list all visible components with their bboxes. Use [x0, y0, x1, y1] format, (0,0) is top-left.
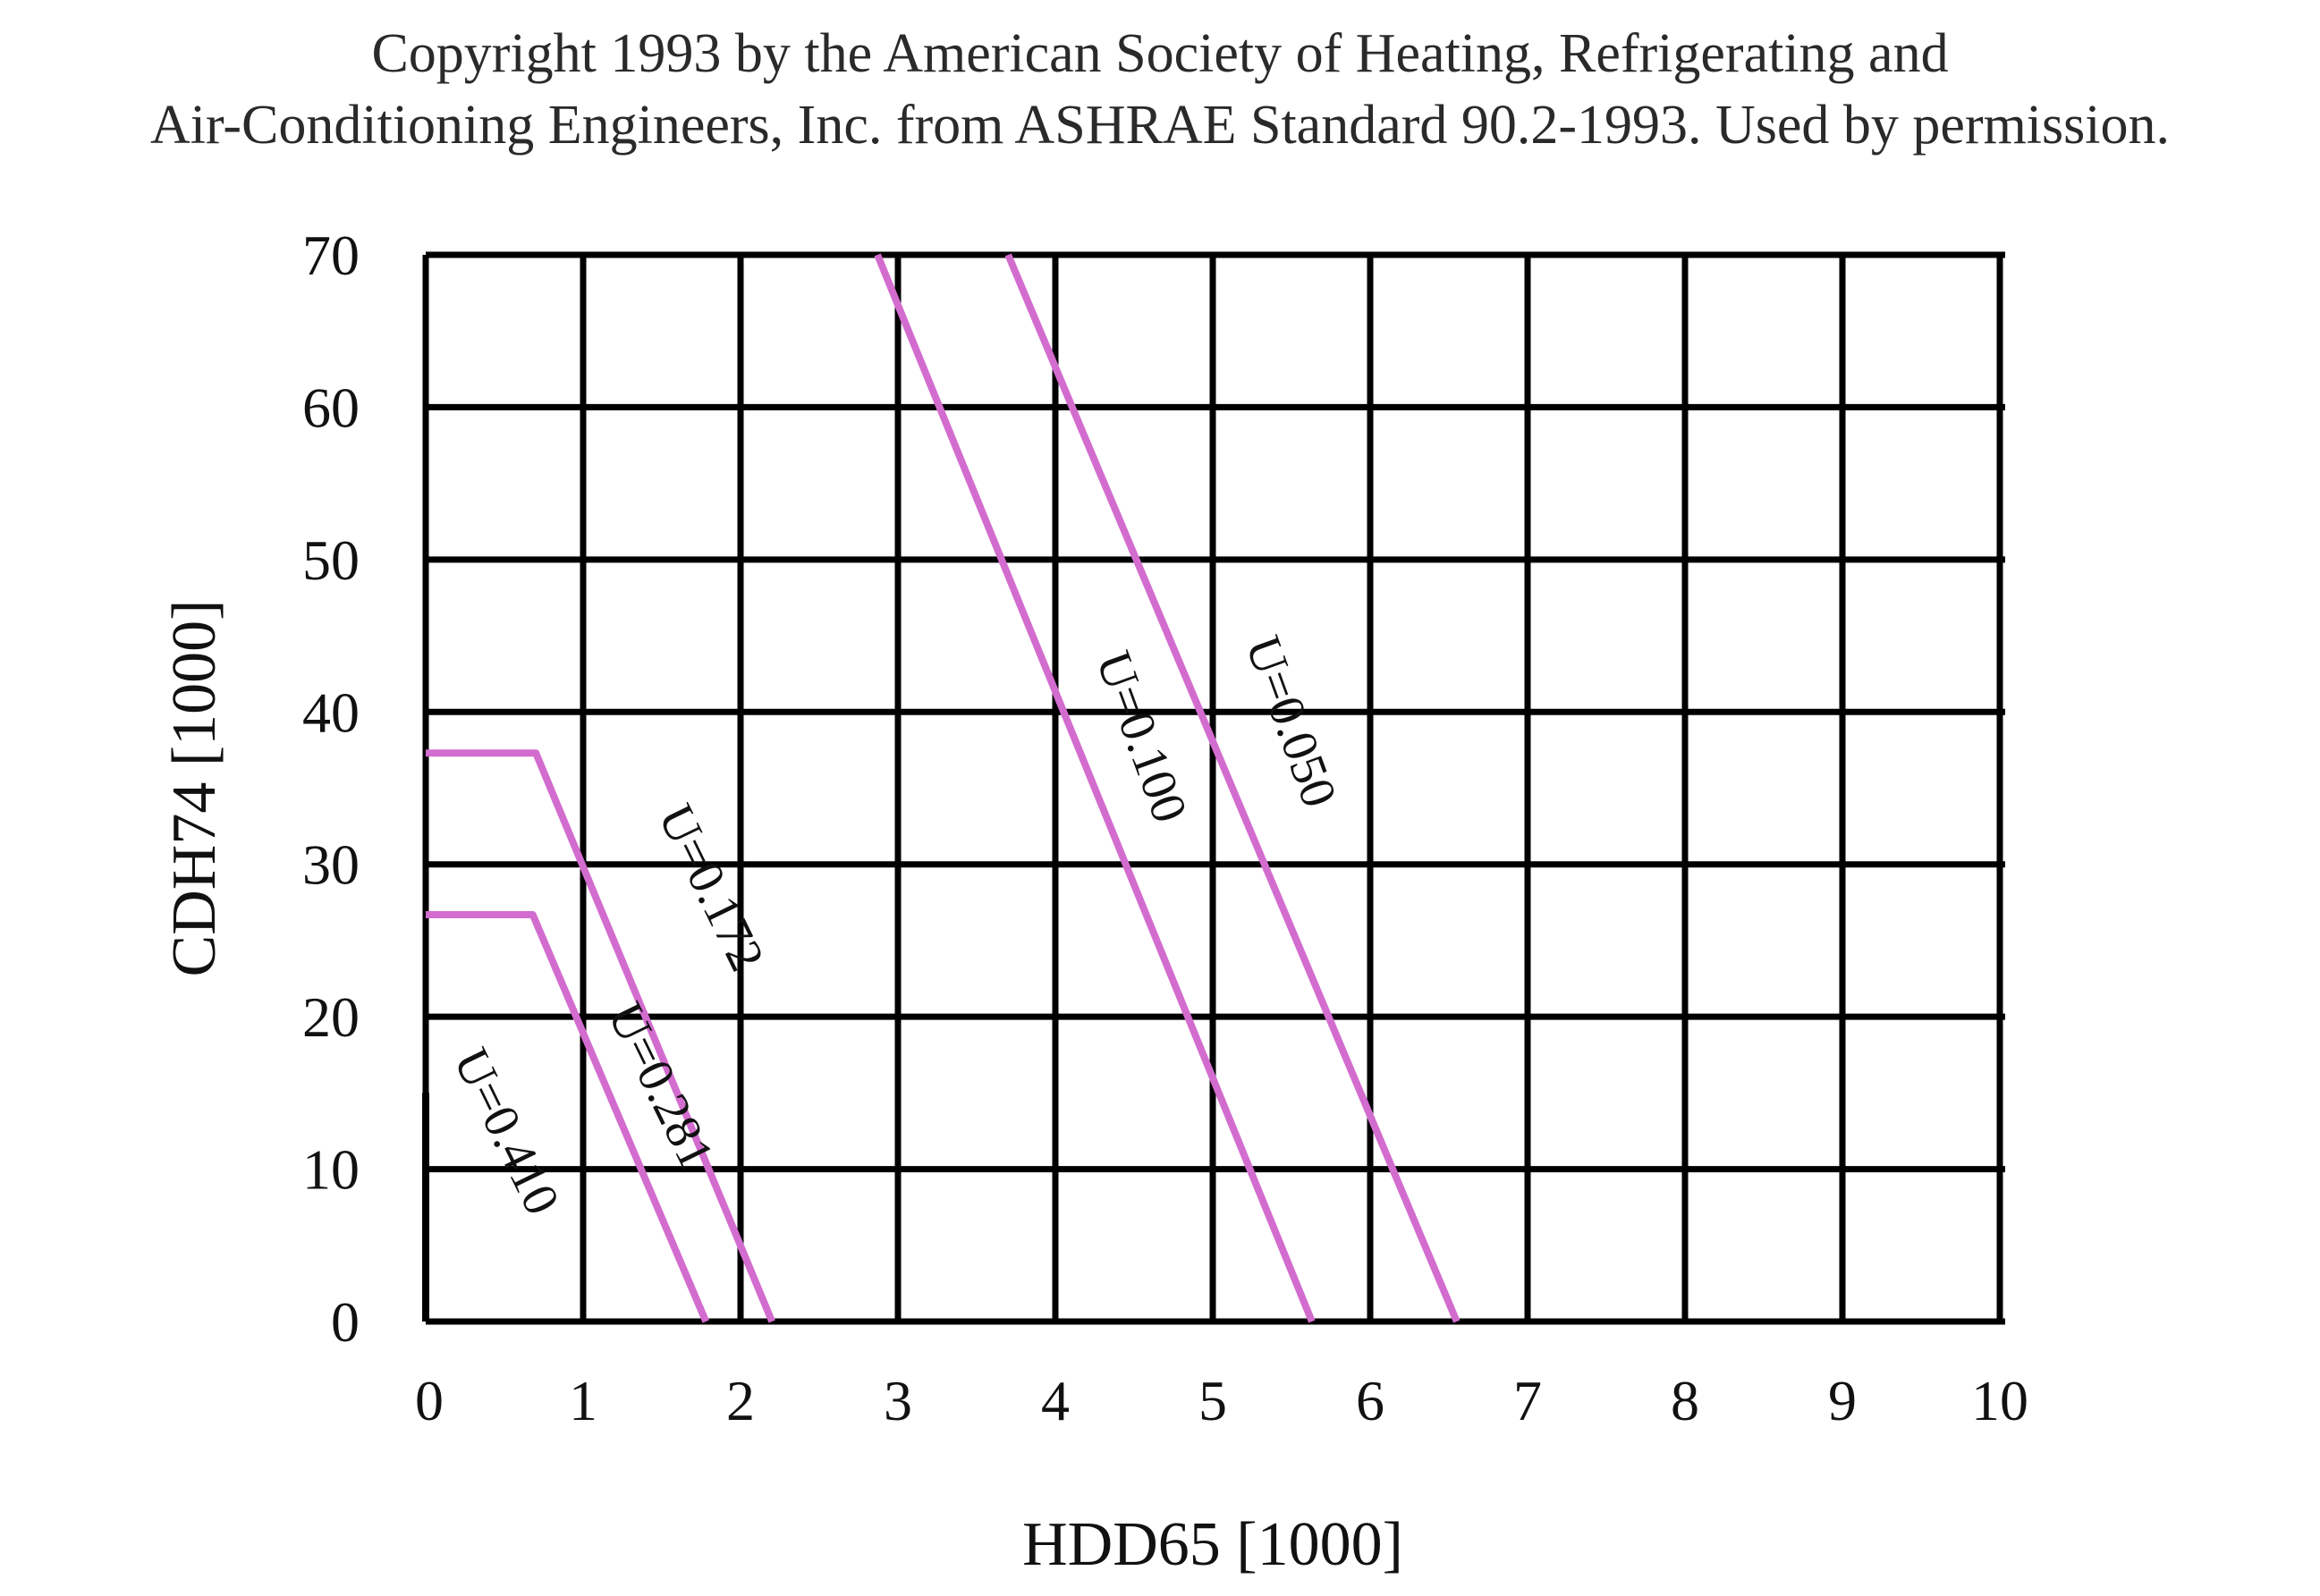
y-tick-label: 70 [302, 224, 360, 287]
chart-series [422, 253, 1461, 1323]
series-label: U=0.281 [597, 994, 724, 1178]
series-label: U=0.050 [1234, 629, 1347, 815]
x-tick-label: 8 [1671, 1369, 1699, 1432]
series-line [1004, 253, 1461, 1323]
x-tick-label: 3 [884, 1369, 912, 1432]
y-tick-label: 30 [302, 833, 360, 897]
x-axis-title: HDD65 [1000] [1022, 1510, 1403, 1579]
copyright-line-1: Copyright 1993 by the American Society o… [371, 23, 1949, 84]
x-tick-label: 2 [726, 1369, 755, 1432]
copyright-notice: Copyright 1993 by the American Society o… [0, 18, 2320, 161]
y-tick-label: 50 [302, 528, 360, 592]
copyright-line-2: Air-Conditioning Engineers, Inc. from AS… [149, 95, 2171, 156]
series-label: U=0.172 [648, 796, 775, 979]
y-tick-label: 40 [302, 680, 360, 744]
y-tick-label: 10 [302, 1138, 360, 1202]
y-axis-title: CDH74 [1000] [160, 600, 229, 977]
series-line [874, 253, 1316, 1323]
series-label: U=0.410 [443, 1040, 571, 1223]
y-tick-label: 20 [302, 985, 360, 1049]
x-tick-label: 7 [1513, 1369, 1542, 1432]
x-tick-label: 10 [1971, 1369, 2028, 1432]
y-tick-label: 0 [331, 1290, 360, 1354]
x-tick-label: 9 [1828, 1369, 1857, 1432]
x-tick-label: 0 [415, 1369, 444, 1432]
chart-tick-labels: 0 1 2 3 4 5 6 7 8 9 10 0 10 20 30 40 50 60 70 [302, 224, 2028, 1432]
y-tick-label: 60 [302, 376, 360, 439]
x-tick-label: 4 [1041, 1369, 1070, 1432]
x-tick-label: 5 [1198, 1369, 1227, 1432]
chart-grid [422, 251, 2005, 1325]
x-tick-label: 6 [1356, 1369, 1384, 1432]
series-line [426, 749, 775, 1323]
series-line [426, 910, 709, 1323]
x-tick-label: 1 [569, 1369, 597, 1432]
